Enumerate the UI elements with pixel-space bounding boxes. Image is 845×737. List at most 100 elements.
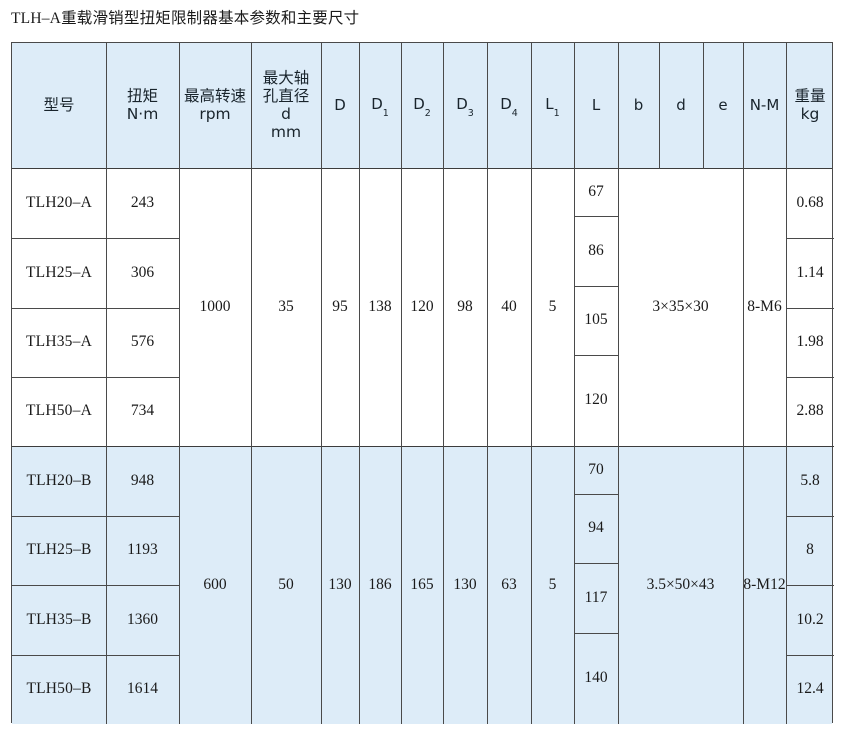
series-b-weightline-3 bbox=[786, 654, 834, 656]
series-b-row-2-L: 117 bbox=[584, 588, 608, 606]
series-a-cell-D3: 98 bbox=[457, 298, 473, 316]
header-D: D bbox=[321, 43, 359, 169]
series-b-divider-D1 bbox=[359, 446, 360, 724]
header-nm: N-M bbox=[743, 43, 786, 169]
header-weight: 重量 kg bbox=[786, 43, 834, 169]
header-D1-label: D1 bbox=[371, 94, 389, 119]
header-divider-D2 bbox=[401, 43, 402, 169]
series-b-row-0-model: TLH20–B bbox=[26, 471, 92, 489]
header-L1-label: L1 bbox=[545, 94, 560, 119]
series-a-cell-bde: 3×35×30 bbox=[652, 298, 709, 316]
series-b-divider-D bbox=[321, 446, 322, 724]
header-torque: 扭矩 N·m bbox=[106, 43, 179, 169]
series-a-divider-speed bbox=[179, 169, 180, 446]
header-divider-weight bbox=[786, 43, 787, 169]
series-a-row-2-L: 105 bbox=[584, 310, 608, 328]
series-b-cell-D2: 165 bbox=[410, 575, 434, 593]
series-b-cell-nm: 8-M12 bbox=[743, 575, 786, 593]
header-L1: L1 bbox=[531, 43, 574, 169]
header-L: L bbox=[574, 43, 618, 169]
series-a-row-0-L: 67 bbox=[588, 183, 604, 201]
header-e: e bbox=[703, 43, 743, 169]
header-divider-b bbox=[618, 43, 619, 169]
series-a-weightline-3 bbox=[786, 376, 834, 378]
header-divider-D bbox=[321, 43, 322, 169]
series-a-cell-L1: 5 bbox=[548, 298, 557, 316]
series-a-divider-D2 bbox=[401, 169, 402, 446]
series-b-cell-D1: 186 bbox=[368, 575, 392, 593]
series-b-row-0-torque: 948 bbox=[130, 471, 155, 489]
series-b-divider-D3 bbox=[443, 446, 444, 724]
series-a-L-line-1 bbox=[574, 216, 618, 218]
series-a-row-3-torque: 734 bbox=[130, 402, 155, 420]
series-a-rowline-1 bbox=[12, 238, 179, 240]
series-b-rowline-3 bbox=[12, 654, 179, 656]
series-b-divider-D4 bbox=[487, 446, 488, 724]
header-divider-L1 bbox=[531, 43, 532, 169]
header-divider-d bbox=[659, 43, 660, 169]
header-bore-diameter-line: 最大轴 bbox=[262, 69, 310, 88]
series-b-rowline-1 bbox=[12, 515, 179, 517]
header-bore-diameter-line: d bbox=[281, 105, 291, 123]
header-divider-D4 bbox=[487, 43, 488, 169]
series-a-rowline-3 bbox=[12, 376, 179, 378]
series-a-row-0-torque: 243 bbox=[130, 194, 155, 212]
series-b-row-1-model: TLH25–B bbox=[26, 541, 92, 559]
series-b-row-1-torque: 1193 bbox=[127, 541, 158, 559]
header-bore-diameter-line: 孔直径 bbox=[262, 87, 310, 106]
header-divider-nm bbox=[743, 43, 744, 169]
series-b-divider-L bbox=[574, 446, 575, 724]
series-b-divider-D2 bbox=[401, 446, 402, 724]
series-b-cell-bore: 50 bbox=[278, 575, 294, 593]
header-D4-label: D4 bbox=[500, 94, 518, 119]
header-D1: D1 bbox=[359, 43, 401, 169]
series-b-divider-bore bbox=[251, 446, 252, 724]
series-a-weightline-1 bbox=[786, 238, 834, 240]
series-a-L-line-3 bbox=[574, 354, 618, 356]
header-b-line: b bbox=[633, 96, 644, 115]
series-a-weightline-2 bbox=[786, 307, 834, 309]
header-model: 型号 bbox=[12, 43, 106, 169]
series-b-row-1-L: 94 bbox=[588, 519, 604, 537]
series-a-divider-weight bbox=[786, 169, 787, 446]
series-b-cell-speed: 600 bbox=[203, 575, 227, 593]
series-a-divider-L bbox=[574, 169, 575, 446]
series-a-cell-nm: 8-M6 bbox=[747, 298, 782, 316]
header-L-line: L bbox=[591, 96, 601, 115]
series-b-divider-torque bbox=[106, 446, 107, 724]
series-b-row-2-model: TLH35–B bbox=[26, 610, 92, 628]
series-b-row-2-torque: 1360 bbox=[127, 610, 158, 628]
series-a-cell-D: 95 bbox=[332, 298, 348, 316]
header-d-line: d bbox=[676, 96, 686, 115]
header-speed: 最高转速 rpm bbox=[179, 43, 251, 169]
series-b-row-3-model: TLH50–B bbox=[26, 680, 92, 698]
series-b-divider-speed bbox=[179, 446, 180, 724]
series-b-rowline-2 bbox=[12, 585, 179, 586]
series-b-row-0-weight: 5.8 bbox=[800, 471, 820, 489]
series-a-row-1-weight: 1.14 bbox=[796, 263, 824, 281]
header-D-line: D bbox=[334, 96, 346, 115]
header-divider-L bbox=[574, 43, 575, 169]
series-a-row-0-weight: 0.68 bbox=[796, 194, 824, 212]
header-divider-bore bbox=[251, 43, 252, 169]
header-divider-D1 bbox=[359, 43, 360, 169]
header-model-line: 型号 bbox=[43, 96, 75, 115]
series-b-row-3-L: 140 bbox=[584, 669, 608, 687]
series-b-cell-D3: 130 bbox=[453, 575, 477, 593]
header-D2-label: D2 bbox=[413, 94, 431, 119]
series-a-divider-D4 bbox=[487, 169, 488, 446]
header-D2: D2 bbox=[401, 43, 443, 169]
header-D3: D3 bbox=[443, 43, 487, 169]
series-a-divider-L1 bbox=[531, 169, 532, 446]
series-b-cell-D: 130 bbox=[328, 575, 352, 593]
series-b-row-0-L: 70 bbox=[588, 460, 604, 478]
series-a-divider-b bbox=[618, 169, 619, 446]
series-a-row-3-weight: 2.88 bbox=[796, 402, 824, 420]
series-a-row-2-weight: 1.98 bbox=[796, 332, 824, 350]
series-a-divider-bore bbox=[251, 169, 252, 446]
header-weight-line: 重量 bbox=[794, 87, 826, 106]
series-a-divider-nm bbox=[743, 169, 744, 446]
series-a-cell-speed: 1000 bbox=[199, 298, 231, 316]
